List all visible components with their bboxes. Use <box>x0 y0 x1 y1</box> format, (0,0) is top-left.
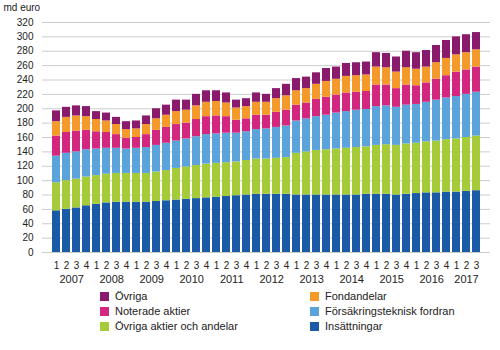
svg-text:4: 4 <box>324 260 330 271</box>
svg-text:2: 2 <box>304 260 310 271</box>
svg-text:2: 2 <box>424 260 430 271</box>
svg-text:3: 3 <box>314 260 320 271</box>
svg-text:3: 3 <box>434 260 440 271</box>
html-text:Försäkringsteknisk fordran: Försäkringsteknisk fordran <box>325 305 455 317</box>
svg-text:4: 4 <box>404 260 410 271</box>
svg-text:1: 1 <box>94 260 100 271</box>
svg-text:120: 120 <box>17 160 34 171</box>
svg-text:1: 1 <box>54 260 60 271</box>
svg-text:2: 2 <box>264 260 270 271</box>
svg-text:1: 1 <box>254 260 260 271</box>
svg-text:260: 260 <box>17 60 34 71</box>
svg-text:2010: 2010 <box>179 273 203 285</box>
svg-text:1: 1 <box>454 260 460 271</box>
svg-text:1: 1 <box>134 260 140 271</box>
svg-text:4: 4 <box>444 260 450 271</box>
svg-text:160: 160 <box>17 132 34 143</box>
svg-text:4: 4 <box>244 260 250 271</box>
svg-text:180: 180 <box>17 117 34 128</box>
svg-text:20: 20 <box>22 232 34 243</box>
svg-text:3: 3 <box>474 260 480 271</box>
svg-text:1: 1 <box>414 260 420 271</box>
svg-text:2009: 2009 <box>139 273 163 285</box>
svg-text:0: 0 <box>28 247 34 258</box>
svg-text:2: 2 <box>184 260 190 271</box>
svg-text:3: 3 <box>154 260 160 271</box>
svg-text:4: 4 <box>204 260 210 271</box>
svg-text:3: 3 <box>274 260 280 271</box>
svg-text:100: 100 <box>17 175 34 186</box>
svg-text:2016: 2016 <box>419 273 443 285</box>
svg-text:3: 3 <box>114 260 120 271</box>
svg-text:3: 3 <box>194 260 200 271</box>
svg-text:2: 2 <box>384 260 390 271</box>
html-text:Fondandelar: Fondandelar <box>325 290 387 302</box>
svg-text:1: 1 <box>334 260 340 271</box>
html-text:Övriga: Övriga <box>115 290 148 302</box>
svg-text:4: 4 <box>364 260 370 271</box>
svg-text:2: 2 <box>64 260 70 271</box>
svg-text:80: 80 <box>22 189 34 200</box>
svg-text:3: 3 <box>354 260 360 271</box>
svg-text:200: 200 <box>17 103 34 114</box>
svg-text:2: 2 <box>464 260 470 271</box>
svg-text:2007: 2007 <box>59 273 83 285</box>
svg-text:2: 2 <box>104 260 110 271</box>
svg-text:240: 240 <box>17 74 34 85</box>
svg-text:3: 3 <box>394 260 400 271</box>
svg-text:2011: 2011 <box>220 273 244 285</box>
html-text:Insättningar: Insättningar <box>325 320 383 332</box>
svg-text:2: 2 <box>344 260 350 271</box>
svg-text:60: 60 <box>22 204 34 215</box>
svg-text:2014: 2014 <box>339 273 363 285</box>
svg-text:4: 4 <box>164 260 170 271</box>
svg-text:2008: 2008 <box>99 273 123 285</box>
svg-text:300: 300 <box>17 31 34 42</box>
svg-text:40: 40 <box>22 218 34 229</box>
svg-text:2: 2 <box>224 260 230 271</box>
html-text:Noterade aktier: Noterade aktier <box>115 305 191 317</box>
svg-text:320: 320 <box>17 17 34 28</box>
svg-text:220: 220 <box>17 89 34 100</box>
svg-text:1: 1 <box>294 260 300 271</box>
svg-text:4: 4 <box>284 260 290 271</box>
svg-text:1: 1 <box>174 260 180 271</box>
svg-text:2017: 2017 <box>454 273 478 285</box>
svg-text:1: 1 <box>214 260 220 271</box>
svg-text:4: 4 <box>84 260 90 271</box>
svg-text:4: 4 <box>124 260 130 271</box>
svg-text:1: 1 <box>374 260 380 271</box>
svg-text:2013: 2013 <box>299 273 323 285</box>
svg-text:2012: 2012 <box>259 273 283 285</box>
svg-text:3: 3 <box>74 260 80 271</box>
html-text:Övriga aktier och andelar: Övriga aktier och andelar <box>115 320 238 332</box>
svg-text:2015: 2015 <box>379 273 403 285</box>
svg-text:3: 3 <box>234 260 240 271</box>
svg-text:140: 140 <box>17 146 34 157</box>
svg-text:280: 280 <box>17 45 34 56</box>
svg-text:md euro: md euro <box>4 2 41 13</box>
svg-text:2: 2 <box>144 260 150 271</box>
